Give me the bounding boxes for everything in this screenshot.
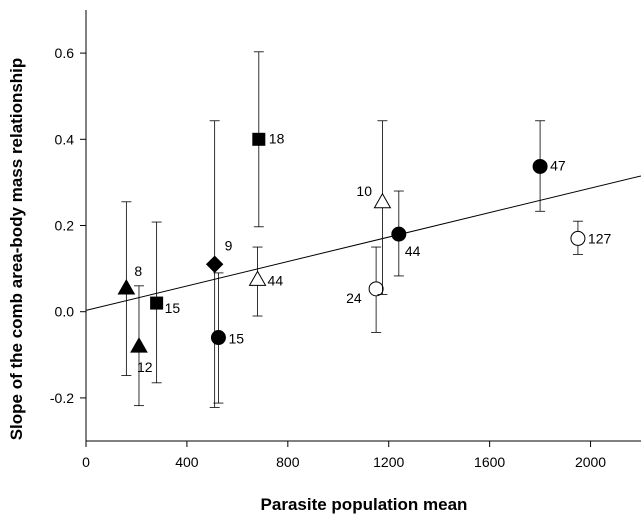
circle-marker [570, 230, 586, 246]
point-label: 12 [137, 359, 153, 375]
data-point: 47 [532, 120, 566, 212]
data-point: 24 [346, 246, 384, 333]
circle-marker [210, 330, 226, 346]
data-point: 12 [130, 285, 153, 407]
y-axis-title: Slope of the comb area-body mass relatio… [7, 58, 26, 441]
point-label: 8 [134, 263, 142, 279]
axes-layer: 0 400 800 1200 1600 2000 -0.2 0.0 0.2 0.4 0.6 [50, 10, 641, 470]
point-label: 127 [588, 230, 612, 246]
data-point: 127 [570, 220, 612, 255]
data-points-layer: 8 12 15 9 15 44 18 24 10 44 47 127 [117, 51, 612, 408]
x-tick-label: 400 [175, 454, 199, 470]
x-tick-label: 1200 [373, 454, 404, 470]
x-axis-title: Parasite population mean [261, 495, 468, 514]
data-point: 15 [210, 272, 244, 404]
diamond-marker [205, 255, 224, 273]
point-label: 15 [165, 300, 181, 316]
y-tick-label: 0.6 [55, 45, 75, 61]
point-label: 15 [228, 331, 244, 347]
x-tick-label: 0 [82, 454, 90, 470]
x-tick-label: 800 [276, 454, 300, 470]
circle-marker [368, 281, 384, 297]
y-tick-label: 0.0 [55, 304, 75, 320]
square-marker [252, 132, 266, 146]
data-point: 8 [117, 201, 142, 376]
point-label: 9 [225, 237, 233, 253]
y-tick-label: 0.4 [55, 131, 75, 147]
data-point: 44 [248, 246, 284, 317]
triangle-marker [117, 278, 136, 295]
point-label: 44 [268, 272, 284, 288]
point-label: 24 [346, 290, 362, 306]
circle-marker [391, 226, 407, 242]
data-point: 18 [252, 51, 285, 228]
circle-marker [532, 158, 548, 174]
point-label: 44 [405, 243, 421, 259]
point-label: 18 [269, 130, 285, 146]
regression-line [85, 175, 641, 311]
x-tick-label: 1600 [474, 454, 505, 470]
y-tick-label: -0.2 [50, 390, 74, 406]
data-point: 44 [391, 190, 421, 277]
triangle-marker [373, 192, 392, 209]
data-point: 10 [356, 120, 392, 295]
square-marker [150, 296, 164, 310]
x-tick-label: 2000 [575, 454, 606, 470]
triangle-marker [130, 337, 148, 353]
point-label: 47 [550, 157, 566, 173]
point-label: 10 [356, 183, 372, 199]
regression-line-layer [85, 175, 641, 311]
data-point: 9 [205, 120, 233, 408]
data-point: 15 [150, 221, 181, 384]
y-tick-label: 0.2 [55, 218, 75, 234]
triangle-marker [248, 270, 267, 286]
